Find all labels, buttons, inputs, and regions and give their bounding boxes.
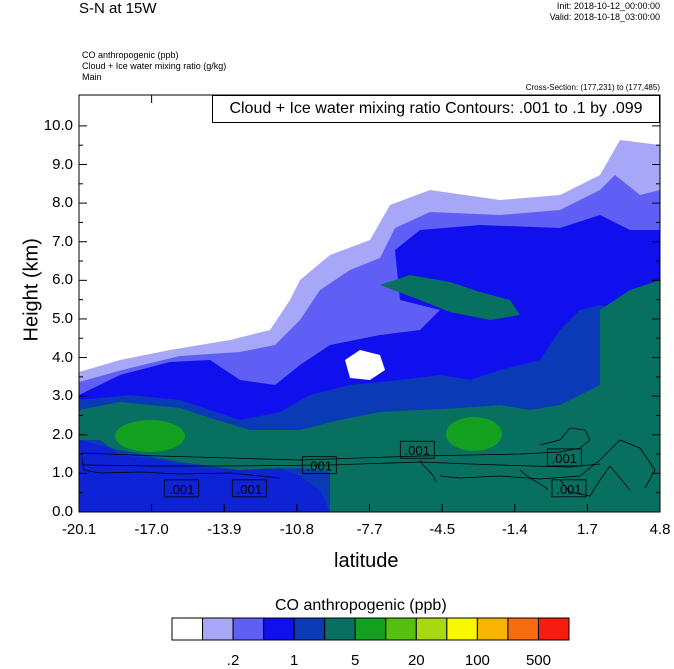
contour-line-1 (81, 427, 591, 461)
plot-title: S-N at 15W (79, 0, 157, 17)
colorbar-swatch-8 (415, 617, 448, 641)
colorbar-swatch-3 (263, 617, 295, 641)
colorbar-label: 20 (407, 652, 425, 669)
contour-label-4: .001 (405, 443, 430, 458)
x-tick-label: -17.0 (134, 521, 169, 538)
contour-label-box-1 (164, 479, 200, 498)
field-cloud: Cloud + Ice water mixing ratio (g/kg) (82, 61, 227, 71)
colorbar-swatch-1 (202, 617, 234, 641)
region-teal-right (600, 280, 660, 512)
contour-label-1: .001 (169, 482, 194, 497)
x-tick-label: 4.8 (649, 521, 671, 538)
contour-label-box-4 (399, 440, 435, 459)
colorbar-label: 500 (525, 652, 551, 669)
cross-section-label: Cross-Section: (177,231) to (177,485) (525, 83, 660, 92)
contour-line-3 (81, 457, 281, 479)
field-list: CO anthropogenic (ppb) Cloud + Ice water… (82, 50, 226, 83)
colorbar-swatch-4 (293, 617, 326, 641)
y-tick-label: 3.0 (52, 387, 73, 405)
colorbar-swatch-9 (446, 617, 478, 641)
contour-label-5: .001 (552, 451, 577, 466)
x-tick-label: -7.7 (356, 521, 383, 538)
y-tick-label: 6.0 (52, 271, 73, 289)
y-tick-label: 5.0 (52, 309, 73, 327)
field-co: CO anthropogenic (ppb) (82, 50, 179, 60)
region-teal-tongue (380, 275, 520, 320)
contour-line-6 (419, 459, 437, 483)
y-tick-label: 8.0 (52, 194, 73, 212)
contour-line-5 (559, 465, 631, 497)
colorbar-label: 1 (289, 652, 299, 669)
contour-label-box-6 (551, 479, 587, 498)
colorbar-label: 100 (464, 652, 490, 669)
x-tick-label: -1.4 (501, 521, 528, 538)
y-tick-label: 10.0 (43, 116, 73, 134)
contour-label-2: .001 (237, 482, 262, 497)
x-tick-label: -4.5 (429, 521, 456, 538)
x-tick-label: 1.7 (576, 521, 598, 538)
y-tick-label: 1.0 (52, 464, 73, 482)
y-tick-label: 0.0 (52, 503, 73, 520)
y-tick-label: 9.0 (52, 155, 73, 173)
contour-label-box-3 (301, 456, 337, 475)
colorbar-swatch-5 (324, 617, 356, 641)
colorbar-swatch-11 (507, 617, 539, 641)
valid-time: Valid: 2018-10-18_03:00:00 (549, 12, 660, 22)
x-tick-label: -20.1 (61, 521, 97, 538)
y-tick-label: 7.0 (52, 232, 73, 250)
y-tick-label: 2.0 (52, 425, 73, 443)
contour-label-3: .001 (307, 459, 332, 474)
colorbar-swatch-2 (232, 617, 265, 641)
colorbar-swatch-7 (385, 617, 417, 641)
time-info: Init: 2018-10-12_00:00:00 Valid: 2018-10… (550, 1, 660, 23)
colorbar-swatch-12 (537, 617, 570, 641)
x-tick-label: -13.9 (207, 521, 242, 538)
colorbar-title: CO anthropogenic (ppb) (275, 597, 447, 614)
region-green-right (446, 417, 502, 451)
region-green-left (115, 420, 185, 452)
contour-label-6: .001 (556, 482, 581, 497)
colorbar-label: 5 (351, 652, 360, 669)
contour-label-box-2 (231, 479, 267, 498)
field-main: Main (82, 72, 102, 82)
y-tick-label: 4.0 (52, 348, 73, 366)
contour-line-7 (519, 469, 549, 491)
contour-line-2 (81, 461, 601, 468)
colorbar-label: .2 (226, 652, 240, 669)
init-time: Init: 2018-10-12_00:00:00 (556, 1, 660, 11)
contour-info-box: Cloud + Ice water mixing ratio Contours:… (212, 95, 660, 123)
region-white-hole (345, 350, 385, 380)
colorbar-swatch-0 (171, 617, 204, 641)
colorbar-swatch-6 (354, 617, 387, 641)
x-axis-title: latitude (334, 550, 399, 572)
contour-line-4 (439, 439, 656, 489)
colorbar-swatch-10 (476, 617, 509, 641)
x-tick-label: -10.8 (279, 521, 314, 538)
contour-label-box-5 (546, 448, 582, 467)
region-lowlevel-blue (79, 440, 330, 512)
